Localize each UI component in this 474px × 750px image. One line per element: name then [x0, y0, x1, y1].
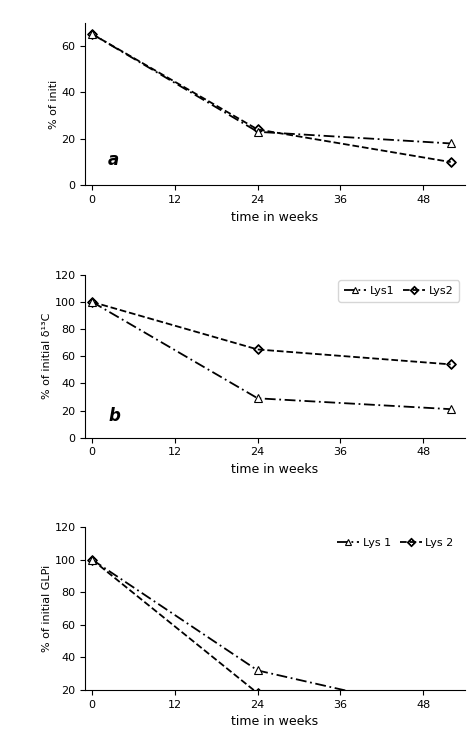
X-axis label: time in weeks: time in weeks [231, 211, 319, 224]
Text: a: a [108, 151, 119, 169]
X-axis label: time in weeks: time in weeks [231, 463, 319, 476]
X-axis label: time in weeks: time in weeks [231, 716, 319, 728]
Legend: Lys 1, Lys 2: Lys 1, Lys 2 [331, 532, 459, 554]
Text: b: b [108, 406, 120, 424]
Legend: Lys1, Lys2: Lys1, Lys2 [338, 280, 459, 302]
Y-axis label: % of initial δ¹³C: % of initial δ¹³C [42, 313, 52, 400]
Y-axis label: % of initial GLPi: % of initial GLPi [42, 565, 52, 652]
Y-axis label: % of initi: % of initi [49, 80, 59, 128]
